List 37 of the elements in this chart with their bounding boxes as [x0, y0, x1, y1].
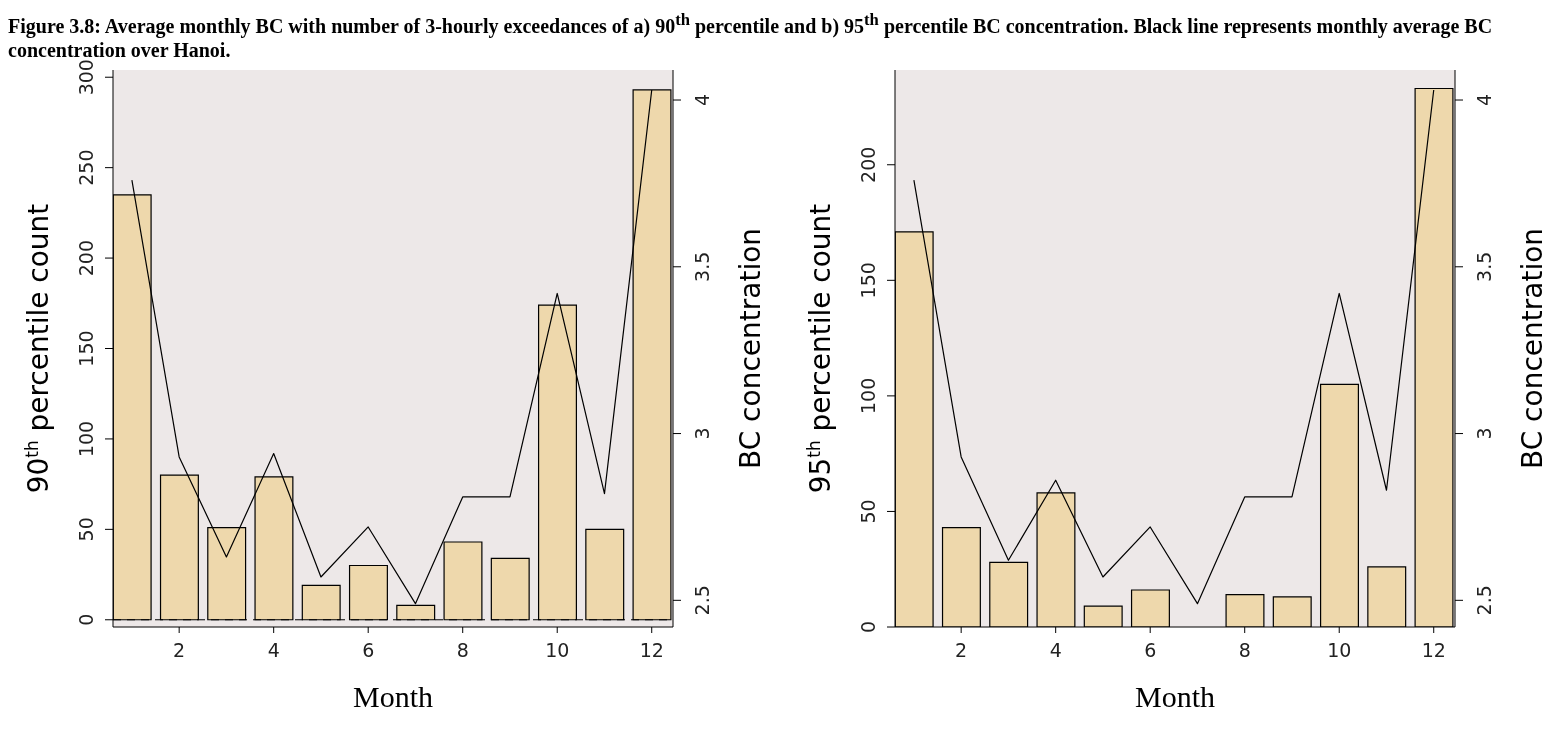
y2-tick-label: 3.5 [1473, 251, 1495, 282]
y-tick-label: 100 [857, 377, 879, 415]
y2-axis-title: BC concentration [734, 227, 767, 470]
x-tick-label: 2 [173, 639, 186, 661]
y-tick-label: 0 [75, 613, 97, 626]
x-tick-label: 4 [1049, 639, 1062, 661]
y-tick-label: 150 [75, 330, 97, 367]
y-tick-label: 100 [75, 420, 97, 458]
x-axis-title: Month [352, 680, 434, 713]
y2-tick-label: 4 [1473, 93, 1495, 107]
x-tick-label: 12 [1421, 639, 1446, 661]
y2-tick-label: 2.5 [691, 585, 713, 616]
y2-tick-label: 3 [691, 427, 713, 440]
x-tick-label: 4 [267, 639, 280, 661]
x-tick-label: 10 [1327, 639, 1352, 661]
y2-tick-label: 3 [1473, 427, 1495, 440]
y-tick-label: 150 [857, 262, 879, 299]
y-tick-label: 300 [75, 59, 97, 96]
y2-tick-label: 2.5 [1473, 585, 1495, 616]
x-tick-label: 8 [456, 639, 469, 661]
y2-tick-label: 4 [691, 93, 713, 107]
x-tick-label: 8 [1238, 639, 1251, 661]
y2-axis-title: BC concentration [1516, 227, 1549, 470]
y-tick-label: 200 [857, 146, 879, 183]
y-tick-label: 50 [75, 517, 97, 542]
x-tick-label: 6 [1144, 639, 1157, 661]
y-tick-label: 50 [857, 499, 879, 524]
y-tick-label: 0 [857, 620, 879, 634]
x-tick-label: 6 [362, 639, 375, 661]
chart-title: Figure 3.8: Average monthly BC with number of 3-hourly exceedances of a) 90$^{th}$ percentile and b) 95$^{th}$ percentile BC concentration. Black line represents monthly average BC concentration over Hanoi. [8, 10, 1493, 61]
y-tick-label: 200 [75, 239, 97, 277]
x-tick-label: 12 [639, 639, 664, 661]
x-tick-label: 2 [955, 639, 968, 661]
x-tick-label: 10 [545, 639, 570, 661]
y2-tick-label: 3.5 [691, 251, 713, 282]
x-axis-title: Month [1134, 680, 1216, 713]
y-tick-label: 250 [75, 149, 97, 186]
